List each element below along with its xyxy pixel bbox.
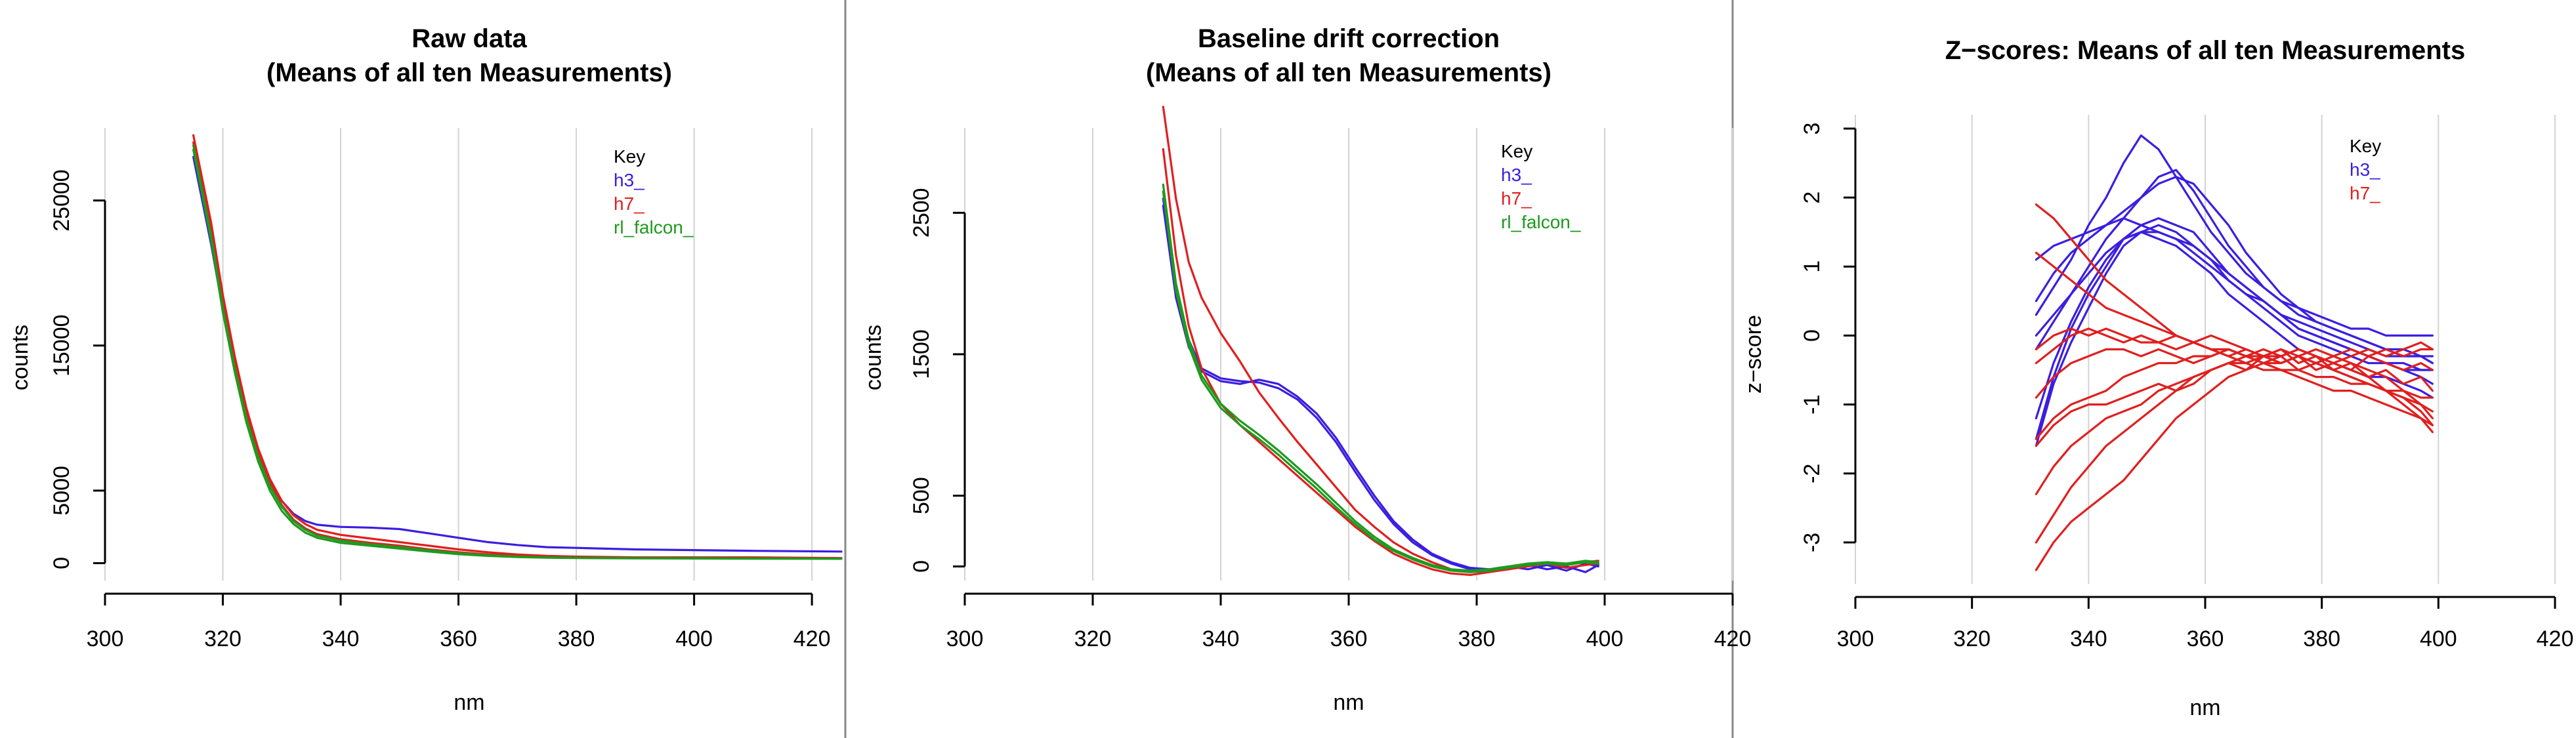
chart-title: Z−scores: Means of all ten Measurements (1945, 36, 2466, 65)
x-tick-label: 300 (87, 626, 124, 651)
series-line-h3 (2035, 169, 2434, 365)
chart-title: Raw data (412, 24, 527, 53)
x-tick-label: 420 (2537, 626, 2574, 651)
legend-entry: h3_ (1501, 165, 1532, 185)
y-tick-label: -3 (1800, 533, 1825, 552)
legend-entry: h7_ (2350, 183, 2380, 203)
y-axis-label: counts (8, 325, 33, 390)
x-axis-label: nm (1333, 690, 1364, 715)
legend-entry: h7_ (1501, 188, 1532, 209)
x-tick-label: 320 (1074, 626, 1112, 651)
x-tick-label: 400 (1586, 626, 1624, 651)
y-tick-label: 25000 (49, 169, 74, 232)
x-tick-label: 300 (1837, 626, 1874, 651)
x-tick-label: 420 (793, 626, 831, 651)
y-axis-label: z−score (1741, 315, 1766, 394)
series-line-h3 (1162, 205, 1599, 572)
chart-subtitle: (Means of all ten Measurements) (1146, 58, 1552, 87)
legend-entry: rl_falcon_ (1501, 212, 1581, 232)
legend-title: Key (1501, 141, 1532, 161)
series-line-h3 (2035, 231, 2434, 420)
legend-entry: h7_ (614, 194, 644, 214)
y-tick-label: 1 (1800, 260, 1825, 273)
x-tick-label: 360 (1330, 626, 1368, 651)
x-tick-label: 400 (675, 626, 713, 651)
series-line-h7 (2035, 327, 2434, 392)
y-tick-label: 15000 (49, 314, 74, 377)
series-line-h3 (2035, 134, 2434, 337)
x-tick-label: 320 (204, 626, 242, 651)
legend-entry: h3_ (614, 170, 644, 190)
y-tick-label: -2 (1800, 464, 1825, 483)
y-tick-label: 2500 (909, 188, 934, 238)
legend-title: Key (2350, 136, 2381, 156)
y-tick-label: 0 (49, 557, 74, 569)
x-axis-label: nm (454, 690, 484, 715)
x-tick-label: 380 (1458, 626, 1496, 651)
chart-title: Baseline drift correction (1198, 24, 1500, 53)
x-tick-label: 300 (946, 626, 984, 651)
series-line-h7 (2035, 348, 2434, 495)
series-line-rl-falcon (192, 144, 843, 560)
x-tick-label: 340 (1202, 626, 1240, 651)
y-tick-label: 2 (1800, 192, 1825, 204)
x-tick-label: 400 (2420, 626, 2457, 651)
x-tick-label: 340 (2070, 626, 2107, 651)
x-tick-label: 360 (440, 626, 477, 651)
panel-raw-data: 0 5000 15000 25000 300 320 340 360 380 400 420 nm co… (8, 24, 843, 715)
series-line-rl-falcon (1162, 183, 1599, 572)
x-tick-label: 420 (1714, 626, 1752, 651)
y-axis-label: counts (861, 325, 886, 390)
x-tick-label: 360 (2187, 626, 2224, 651)
y-tick-label: 0 (909, 560, 934, 573)
series-line-rl-falcon (1162, 190, 1599, 573)
x-tick-label: 380 (2303, 626, 2340, 651)
y-tick-label: -1 (1800, 395, 1825, 415)
series-line-h7 (2035, 355, 2434, 571)
y-tick-label: 3 (1800, 123, 1825, 135)
chart-subtitle: (Means of all ten Measurements) (266, 58, 672, 87)
y-tick-label: 1500 (909, 329, 934, 379)
y-tick-label: 0 (1800, 329, 1825, 342)
y-tick-label: 500 (909, 477, 934, 514)
legend-title: Key (614, 146, 645, 167)
x-tick-label: 320 (1953, 626, 1991, 651)
x-axis-label: nm (2189, 695, 2220, 720)
series-line-h7 (2035, 348, 2434, 447)
y-tick-label: 5000 (49, 466, 74, 516)
series-line-h7 (2035, 341, 2434, 440)
panel-z-scores: -3 -2 -1 0 1 2 3 300 320 340 360 380 400 420 nm z−score… (1741, 36, 2573, 720)
panel-baseline-drift-correction: 0 500 1500 2500 300 320 340 360 380 400 420 nm count… (861, 24, 1751, 715)
legend-entry: rl_falcon_ (614, 217, 694, 237)
x-tick-label: 340 (322, 626, 360, 651)
legend-entry: h3_ (2350, 159, 2380, 180)
x-tick-label: 380 (558, 626, 595, 651)
